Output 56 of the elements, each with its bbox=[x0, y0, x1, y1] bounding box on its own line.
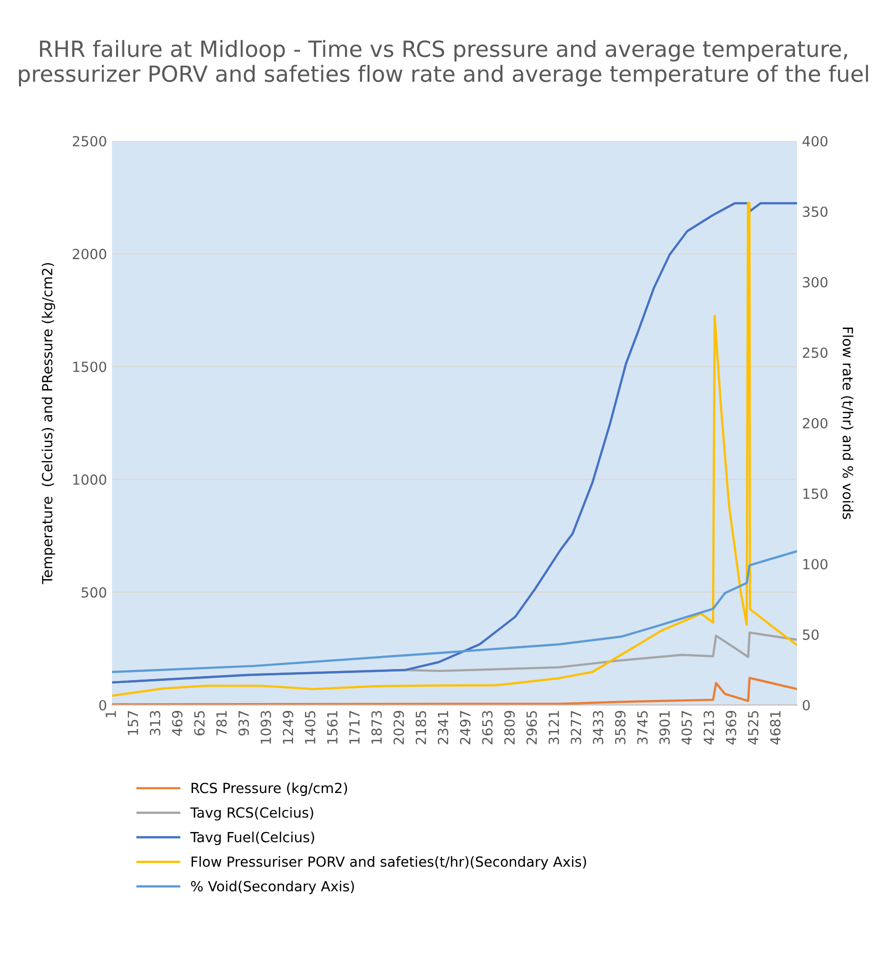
x-tick-label: 625 bbox=[194, 711, 205, 736]
legend-label: % Void(Secondary Axis) bbox=[191, 880, 354, 894]
x-tick-label: 3745 bbox=[637, 711, 648, 744]
x-tick-label: 3433 bbox=[592, 710, 604, 744]
y2-tick-label: 100 bbox=[803, 558, 828, 570]
y2-tick-label: 250 bbox=[802, 347, 828, 358]
x-tick-label: 3901 bbox=[659, 711, 670, 744]
y2-tick-label: 400 bbox=[802, 136, 828, 146]
y2-tick-label: 0 bbox=[802, 700, 810, 710]
x-tick-label: 2341 bbox=[438, 711, 448, 744]
legend-label: Tavg RCS(Celcius) bbox=[190, 807, 314, 820]
x-tick-label: 157 bbox=[128, 711, 138, 735]
x-tick-label: 2029 bbox=[393, 710, 404, 744]
y-tick-label: 1500 bbox=[73, 362, 106, 372]
legend-label: Flow Pressuriser PORV and safeties(t/hr)(Secondary Axis) bbox=[192, 856, 586, 870]
x-tick-label: 2497 bbox=[460, 711, 470, 744]
y-axis-title: Temperature (Celcius) and PRessure (kg/cm2) bbox=[42, 263, 56, 584]
x-tick-label: 2809 bbox=[504, 710, 515, 744]
x-tick-label: 2965 bbox=[526, 711, 537, 744]
y-tick-label: 2500 bbox=[72, 136, 106, 146]
x-tick-label: 2185 bbox=[416, 711, 426, 744]
x-tick-label: 4525 bbox=[748, 711, 758, 745]
y2-tick-label: 50 bbox=[802, 629, 819, 640]
x-tick-label: 1405 bbox=[304, 711, 316, 744]
x-tick-label: 937 bbox=[238, 711, 249, 736]
y2-tick-label: 350 bbox=[802, 206, 828, 217]
x-tick-label: 1093 bbox=[260, 710, 272, 744]
x-tick-label: 4369 bbox=[726, 710, 736, 745]
x-tick-label: 3589 bbox=[615, 710, 626, 744]
x-tick-label: 469 bbox=[172, 710, 182, 736]
y-tick-label: 0 bbox=[99, 700, 106, 710]
y-tick-label: 500 bbox=[82, 587, 106, 598]
x-tick-label: 4213 bbox=[704, 710, 714, 745]
x-tick-label: 4057 bbox=[681, 711, 692, 745]
y2-tick-label: 150 bbox=[803, 488, 828, 499]
x-tick-label: 781 bbox=[216, 711, 227, 736]
y2-tick-label: 200 bbox=[802, 418, 828, 428]
line-series bbox=[112, 550, 797, 674]
x-tick-label: 4681 bbox=[770, 711, 781, 745]
y2-axis-title: Flow rate (t/hr) and % voids bbox=[840, 328, 854, 520]
x-tick-label: 1561 bbox=[327, 711, 338, 744]
line-series bbox=[112, 676, 797, 705]
legend-label: RCS Pressure (kg/cm2) bbox=[192, 782, 348, 796]
x-tick-label: 1717 bbox=[349, 711, 360, 744]
x-tick-label: 2653 bbox=[482, 710, 493, 744]
y-tick-label: 1000 bbox=[73, 474, 106, 485]
x-tick-label: 3121 bbox=[548, 711, 560, 744]
x-tick-label: 1249 bbox=[282, 710, 294, 744]
chart-title: RHR failure at Midloop - Time vs RCS pressure and average temperature, pressurizer PORV and safeties flow rate and average temperature of the fuel bbox=[18, 40, 868, 86]
y-tick-label: 2000 bbox=[72, 248, 106, 260]
x-tick-label: 313 bbox=[150, 710, 160, 736]
x-tick-label: 1873 bbox=[371, 710, 382, 744]
x-tick-label: 3277 bbox=[570, 711, 582, 744]
x-tick-label: 1 bbox=[106, 711, 116, 718]
y2-tick-label: 300 bbox=[802, 276, 828, 288]
legend-label: Tavg Fuel(Celcius) bbox=[190, 832, 314, 846]
